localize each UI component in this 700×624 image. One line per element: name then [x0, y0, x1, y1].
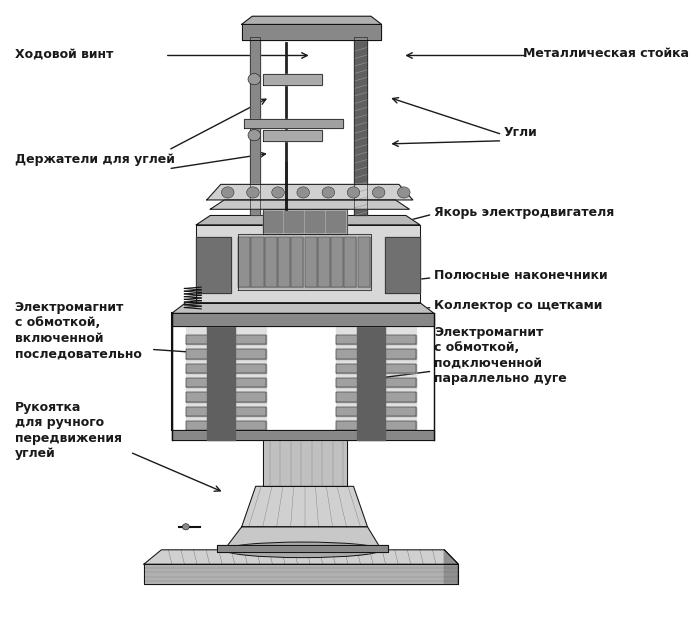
Polygon shape — [326, 211, 335, 232]
Polygon shape — [241, 16, 382, 24]
Polygon shape — [186, 407, 266, 416]
Polygon shape — [336, 407, 416, 416]
Polygon shape — [278, 237, 290, 287]
Text: Угли: Угли — [504, 126, 538, 139]
Text: Металлическая стойка: Металлическая стойка — [523, 47, 689, 60]
Circle shape — [272, 187, 284, 198]
Polygon shape — [238, 234, 371, 290]
Polygon shape — [336, 392, 416, 402]
Text: Держатели для углей: Держатели для углей — [15, 153, 174, 166]
Polygon shape — [294, 211, 303, 232]
Polygon shape — [172, 303, 434, 313]
Polygon shape — [331, 237, 343, 287]
Polygon shape — [358, 237, 370, 287]
Circle shape — [398, 187, 410, 198]
Polygon shape — [291, 237, 303, 287]
Polygon shape — [217, 545, 388, 552]
Polygon shape — [336, 324, 416, 434]
Polygon shape — [273, 211, 283, 232]
Polygon shape — [206, 318, 235, 440]
Polygon shape — [238, 237, 251, 287]
Circle shape — [347, 187, 360, 198]
Polygon shape — [144, 564, 459, 584]
Polygon shape — [186, 335, 266, 344]
Polygon shape — [186, 364, 266, 373]
Polygon shape — [244, 119, 343, 129]
Polygon shape — [357, 318, 385, 440]
Ellipse shape — [224, 542, 382, 558]
Polygon shape — [172, 431, 434, 440]
Polygon shape — [344, 237, 356, 287]
Circle shape — [248, 74, 260, 85]
Polygon shape — [262, 130, 322, 141]
Polygon shape — [172, 313, 434, 326]
Text: Рукоятка
для ручного
передвижения
углей: Рукоятка для ручного передвижения углей — [15, 401, 122, 460]
Polygon shape — [186, 349, 266, 359]
Circle shape — [372, 187, 385, 198]
Polygon shape — [304, 237, 316, 287]
Text: Якорь электродвигателя: Якорь электродвигателя — [434, 206, 614, 219]
Polygon shape — [336, 349, 416, 359]
Polygon shape — [251, 237, 264, 287]
Polygon shape — [385, 237, 420, 293]
Polygon shape — [262, 74, 322, 85]
Polygon shape — [265, 237, 277, 287]
Polygon shape — [262, 434, 346, 486]
Polygon shape — [336, 211, 345, 232]
Polygon shape — [241, 486, 368, 527]
Circle shape — [221, 187, 234, 198]
Text: Ходовой винт: Ходовой винт — [15, 47, 113, 60]
Polygon shape — [206, 184, 413, 200]
Circle shape — [322, 187, 335, 198]
Polygon shape — [186, 378, 266, 388]
Text: Коллектор со щетками: Коллектор со щетками — [434, 300, 602, 312]
Polygon shape — [336, 378, 416, 388]
Polygon shape — [186, 324, 266, 434]
Polygon shape — [336, 364, 416, 373]
Polygon shape — [336, 335, 416, 344]
Polygon shape — [144, 550, 459, 564]
Text: Электромагнит
с обмоткой,
подключенной
параллельно дуге: Электромагнит с обмоткой, подключенной п… — [434, 326, 566, 386]
Polygon shape — [262, 211, 272, 232]
Circle shape — [182, 524, 189, 530]
Polygon shape — [196, 225, 420, 303]
Circle shape — [246, 187, 259, 198]
Polygon shape — [354, 37, 368, 215]
Polygon shape — [304, 211, 314, 232]
Polygon shape — [315, 211, 324, 232]
Polygon shape — [318, 237, 330, 287]
Polygon shape — [284, 211, 293, 232]
Polygon shape — [262, 209, 346, 234]
Polygon shape — [224, 527, 382, 550]
Text: Электромагнит
с обмоткой,
включенной
последовательно: Электромагнит с обмоткой, включенной пос… — [15, 301, 141, 361]
Polygon shape — [444, 550, 458, 584]
Circle shape — [248, 130, 260, 141]
Polygon shape — [210, 200, 410, 209]
Polygon shape — [186, 392, 266, 402]
Circle shape — [297, 187, 309, 198]
Polygon shape — [196, 237, 231, 293]
Polygon shape — [336, 421, 416, 431]
Polygon shape — [196, 215, 420, 225]
Text: Полюсные наконечники: Полюсные наконечники — [434, 270, 608, 283]
Polygon shape — [186, 421, 266, 431]
Polygon shape — [250, 37, 260, 215]
Polygon shape — [241, 24, 382, 40]
